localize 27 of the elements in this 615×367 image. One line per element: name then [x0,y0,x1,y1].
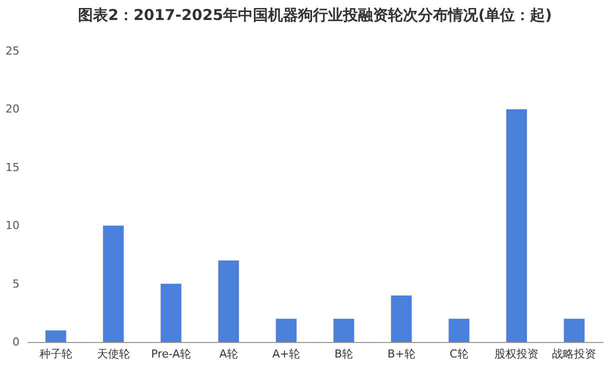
bar [276,318,297,342]
x-tick-label: C轮 [450,348,468,360]
y-tick-label: 20 [6,102,20,116]
bar [391,295,412,342]
x-tick-label: A轮 [219,348,238,360]
y-tick-label: 10 [6,219,20,232]
bar [160,284,182,342]
x-tick-label: B轮 [334,348,354,360]
x-tick-label: 种子轮 [39,348,72,360]
x-tick-label: Pre-A轮 [151,348,191,360]
x-tick-label: A+轮 [272,348,300,360]
y-tick-label: 5 [12,277,20,290]
x-tick-label: 股权投资 [494,348,539,360]
bar [564,318,585,342]
bar [218,260,239,342]
bar [506,109,527,342]
y-tick-label: 15 [6,160,20,174]
chart-title: 图表2：2017-2025年中国机器狗行业投融资轮次分布情况(单位：起) [78,6,552,24]
x-tick-label: 战略投资 [552,348,596,360]
y-tick-label: 25 [6,44,20,58]
bar [103,226,124,342]
bar [45,330,66,342]
bar [448,318,470,342]
x-tick-label: 天使轮 [96,348,130,360]
x-tick-label: B+轮 [388,348,416,360]
y-tick-label: 0 [12,336,20,348]
bar [333,318,354,342]
